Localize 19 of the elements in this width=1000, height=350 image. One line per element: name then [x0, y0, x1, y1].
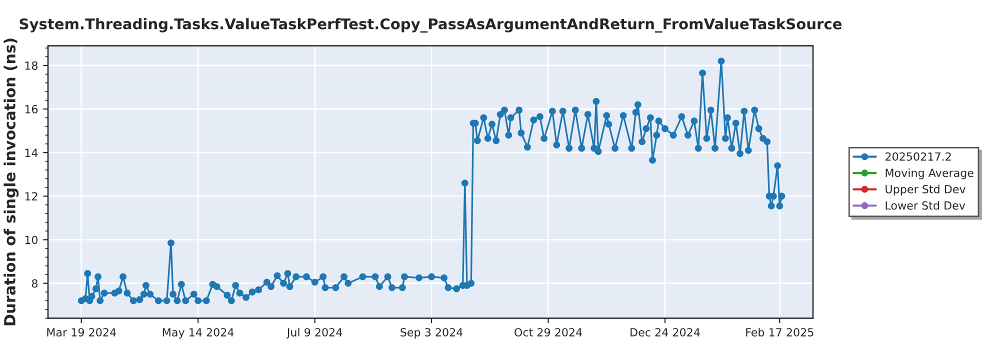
- y-tick-label: 14: [25, 148, 38, 157]
- y-tick-label: 12: [25, 192, 38, 200]
- legend-label: Moving Average: [886, 168, 974, 180]
- y-tick-label: 16: [25, 105, 38, 114]
- legend-label: Lower Std Dev: [886, 201, 966, 210]
- y-tick-label: 18: [25, 61, 38, 70]
- x-tick-label: Feb 17 2025: [746, 328, 814, 336]
- legend-label: 20250217.2: [886, 152, 951, 161]
- y-tick-label: 10: [25, 236, 38, 244]
- x-tick-label: Sep 3 2024: [400, 328, 463, 339]
- x-tick-label: Oct 29 2024: [514, 328, 582, 336]
- x-tick-label: Dec 24 2024: [630, 328, 700, 336]
- legend-label: Upper Std Dev: [886, 184, 966, 196]
- x-tick-label: Jul 9 2024: [286, 328, 342, 339]
- chart-title: System.Threading.Tasks.ValueTaskPerfTest.Copy_PassAsArgumentAndReturn_FromValueTaskSource: [20, 18, 842, 33]
- y-tick-label: 8: [32, 279, 38, 288]
- x-tick-label: Mar 19 2024: [47, 328, 116, 336]
- x-tick-label: May 14 2024: [162, 328, 234, 339]
- y-axis-title: Duration of single invocation (ns): [4, 38, 19, 326]
